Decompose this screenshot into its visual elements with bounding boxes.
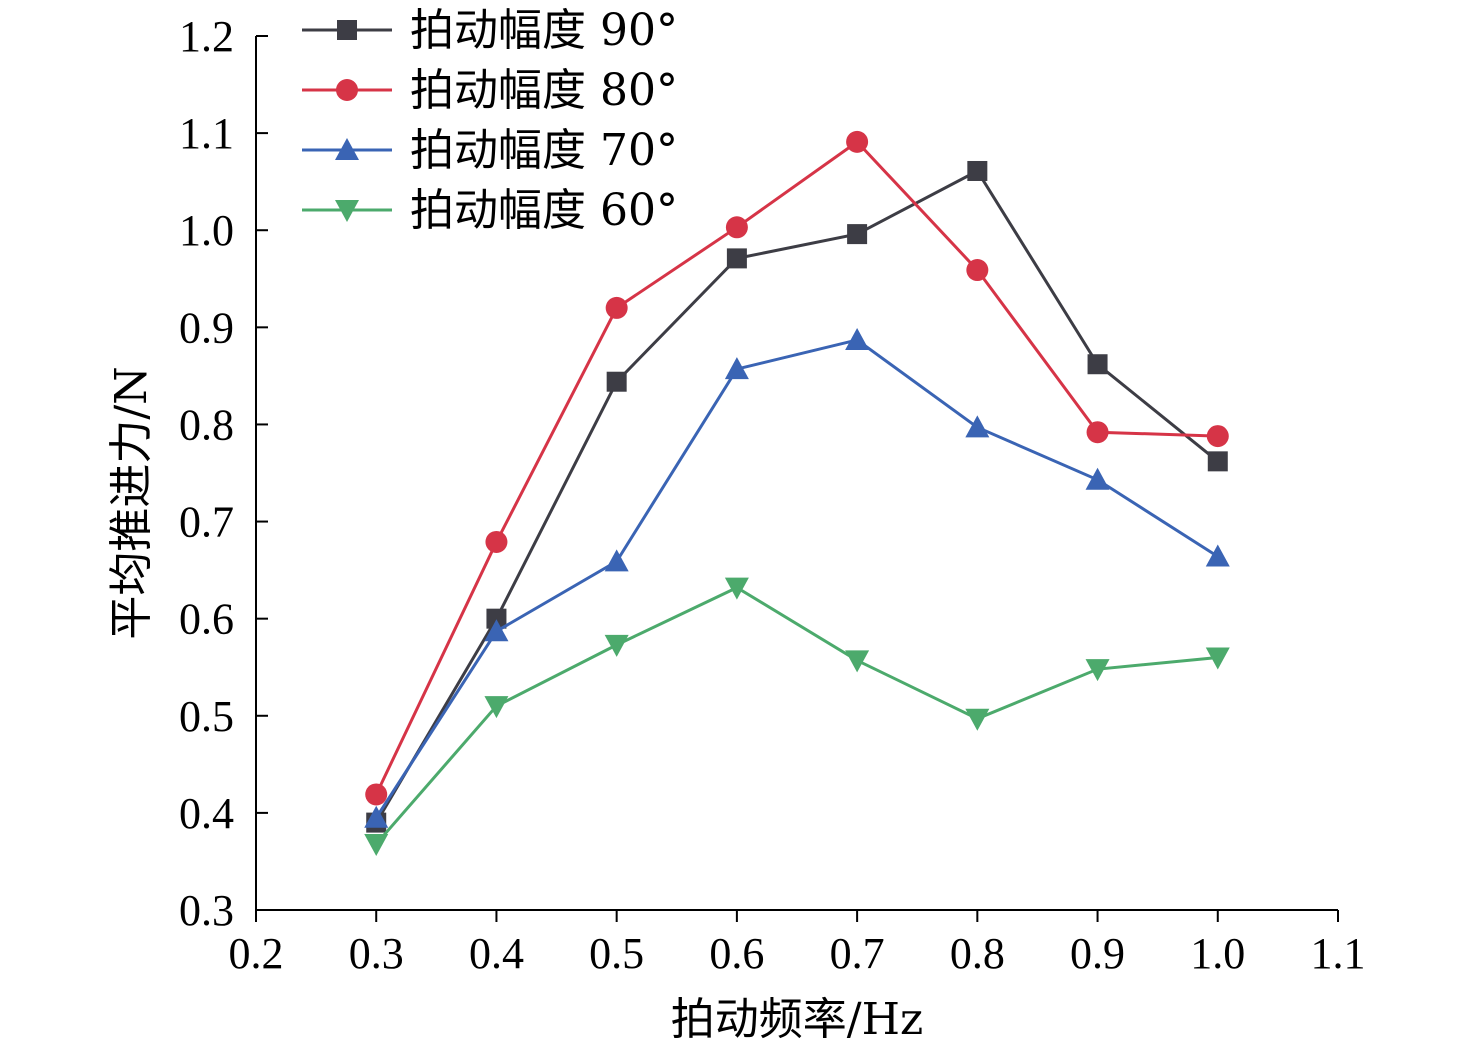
y-tick-label: 1.1: [179, 109, 234, 158]
data-point-marker: [1086, 421, 1109, 444]
y-tick-label: 0.7: [179, 498, 234, 547]
series-group: [364, 130, 1230, 856]
y-tick-label: 1.2: [179, 12, 234, 61]
data-point-marker: [965, 708, 990, 731]
data-point-marker: [966, 259, 989, 282]
data-point-marker: [486, 608, 507, 629]
y-tick-label: 0.9: [179, 303, 234, 352]
data-point-marker: [724, 357, 749, 380]
data-point-marker: [604, 634, 629, 657]
data-point-marker: [845, 650, 870, 673]
data-point-marker: [846, 130, 869, 153]
series-3: [364, 577, 1230, 856]
data-point-marker: [1085, 659, 1110, 682]
x-axis-title: 拍动频率/Hz: [671, 994, 923, 1045]
data-point-marker: [364, 833, 389, 856]
legend-label: 拍动幅度 80°: [410, 65, 678, 116]
y-axis-title: 平均推进力/N: [106, 366, 157, 639]
x-tick-label: 0.7: [830, 929, 885, 978]
data-point-marker: [965, 415, 990, 438]
legend: 拍动幅度 90° 拍动幅度 80° 拍动幅度 70° 拍动幅度 60°: [302, 5, 678, 236]
x-tick-label: 1.0: [1190, 929, 1245, 978]
y-tick-label: 0.3: [179, 886, 234, 935]
series-0: [366, 160, 1228, 833]
y-ticks: 0.3 0.4 0.5 0.6 0.7 0.8 0.9 1.0 1.1 1.2: [179, 12, 268, 935]
data-point-marker: [364, 805, 389, 828]
legend-item: 拍动幅度 70°: [302, 125, 678, 176]
data-point-marker: [1087, 354, 1108, 375]
data-point-marker: [847, 224, 868, 245]
data-point-marker: [335, 138, 359, 160]
x-tick-label: 0.3: [349, 929, 404, 978]
data-point-marker: [1085, 467, 1110, 490]
data-point-marker: [606, 371, 627, 392]
legend-label: 拍动幅度 90°: [410, 5, 678, 56]
data-point-marker: [484, 696, 509, 719]
y-tick-label: 1.0: [179, 206, 234, 255]
x-tick-label: 0.9: [1070, 929, 1125, 978]
data-point-marker: [724, 577, 749, 600]
data-point-marker: [726, 248, 747, 269]
series-line: [375, 585, 1218, 845]
x-tick-label: 0.2: [229, 929, 284, 978]
data-point-marker: [484, 619, 509, 642]
legend-item: 拍动幅度 60°: [302, 185, 678, 236]
y-tick-label: 0.6: [179, 595, 234, 644]
x-tick-label: 0.4: [469, 929, 524, 978]
y-tick-label: 0.8: [179, 400, 234, 449]
series-1: [365, 130, 1229, 806]
legend-item: 拍动幅度 90°: [302, 5, 678, 56]
data-point-marker: [605, 296, 628, 319]
data-point-marker: [967, 160, 988, 181]
x-tick-label: 0.5: [589, 929, 644, 978]
x-tick-label: 1.1: [1311, 929, 1366, 978]
data-point-marker: [365, 783, 388, 806]
series-line: [374, 169, 1219, 824]
data-point-marker: [336, 79, 358, 101]
data-point-marker: [485, 530, 508, 553]
axes: [255, 36, 1338, 911]
y-tick-label: 0.5: [179, 692, 234, 741]
data-point-marker: [1206, 425, 1229, 448]
data-point-marker: [335, 200, 359, 222]
y-tick-label: 0.4: [179, 789, 234, 838]
legend-label: 拍动幅度 70°: [410, 125, 678, 176]
data-point-marker: [337, 20, 357, 40]
data-point-marker: [1205, 647, 1230, 670]
x-ticks: 0.2 0.3 0.4 0.5 0.6 0.7 0.8 0.9 1.0 1.1: [229, 910, 1366, 978]
series-line: [374, 139, 1218, 796]
series-line: [374, 338, 1219, 819]
data-point-marker: [604, 549, 629, 572]
data-point-marker: [845, 327, 870, 350]
series-2: [364, 327, 1230, 828]
legend-item: 拍动幅度 80°: [302, 65, 678, 116]
data-point-marker: [1205, 544, 1230, 567]
legend-label: 拍动幅度 60°: [410, 185, 678, 236]
x-tick-label: 0.8: [950, 929, 1005, 978]
data-point-marker: [725, 216, 748, 239]
x-tick-label: 0.6: [709, 929, 764, 978]
data-point-marker: [1207, 451, 1228, 472]
